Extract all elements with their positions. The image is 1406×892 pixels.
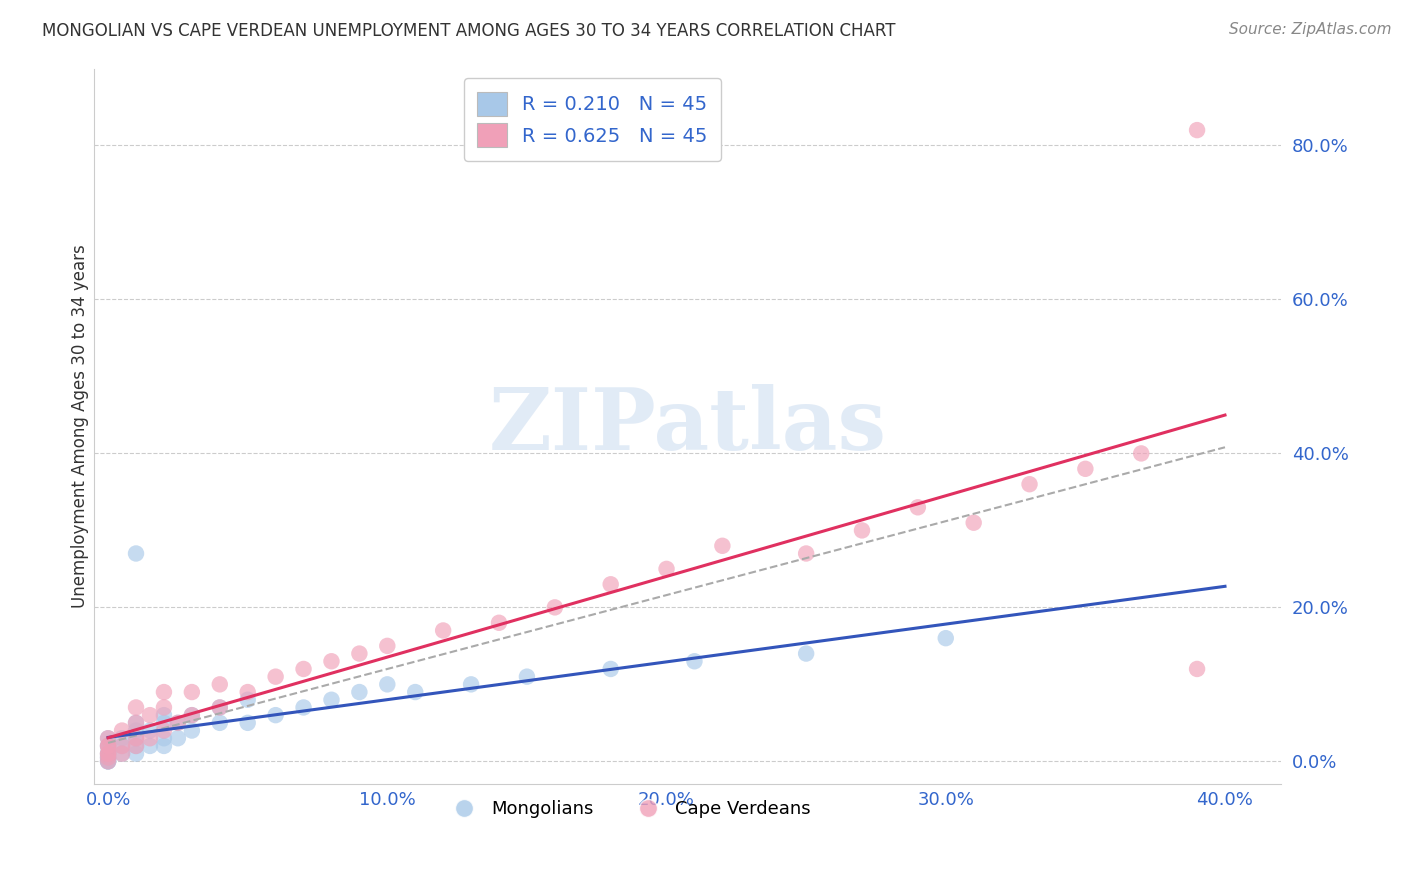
Point — [97, 747, 120, 761]
Point — [139, 731, 162, 746]
Point — [236, 692, 259, 706]
Point — [111, 747, 134, 761]
Point — [375, 677, 398, 691]
Point — [125, 731, 148, 746]
Point — [935, 631, 957, 645]
Point — [321, 692, 343, 706]
Point — [488, 615, 510, 630]
Point — [180, 708, 202, 723]
Point — [125, 739, 148, 753]
Point — [208, 677, 231, 691]
Point — [97, 731, 120, 746]
Point — [111, 723, 134, 738]
Point — [97, 750, 120, 764]
Point — [599, 577, 621, 591]
Point — [208, 715, 231, 730]
Point — [97, 747, 120, 761]
Point — [851, 524, 873, 538]
Point — [97, 747, 120, 761]
Point — [404, 685, 426, 699]
Y-axis label: Unemployment Among Ages 30 to 34 years: Unemployment Among Ages 30 to 34 years — [72, 244, 89, 608]
Point — [208, 700, 231, 714]
Point — [97, 755, 120, 769]
Legend: Mongolians, Cape Verdeans: Mongolians, Cape Verdeans — [439, 793, 817, 825]
Point — [375, 639, 398, 653]
Point — [655, 562, 678, 576]
Point — [349, 647, 371, 661]
Point — [1018, 477, 1040, 491]
Text: Source: ZipAtlas.com: Source: ZipAtlas.com — [1229, 22, 1392, 37]
Point — [111, 739, 134, 753]
Point — [97, 739, 120, 753]
Point — [180, 685, 202, 699]
Point — [111, 747, 134, 761]
Point — [180, 723, 202, 738]
Point — [794, 647, 817, 661]
Point — [125, 715, 148, 730]
Point — [111, 739, 134, 753]
Text: ZIPatlas: ZIPatlas — [488, 384, 886, 468]
Point — [1130, 446, 1153, 460]
Point — [236, 715, 259, 730]
Point — [264, 708, 287, 723]
Point — [167, 715, 190, 730]
Point — [236, 685, 259, 699]
Point — [125, 547, 148, 561]
Point — [544, 600, 567, 615]
Point — [1185, 123, 1208, 137]
Point — [963, 516, 986, 530]
Point — [1185, 662, 1208, 676]
Point — [97, 731, 120, 746]
Point — [907, 500, 929, 515]
Point — [516, 670, 538, 684]
Point — [292, 700, 315, 714]
Point — [1074, 462, 1097, 476]
Point — [153, 700, 176, 714]
Text: MONGOLIAN VS CAPE VERDEAN UNEMPLOYMENT AMONG AGES 30 TO 34 YEARS CORRELATION CHA: MONGOLIAN VS CAPE VERDEAN UNEMPLOYMENT A… — [42, 22, 896, 40]
Point — [460, 677, 482, 691]
Point — [111, 731, 134, 746]
Point — [97, 747, 120, 761]
Point — [153, 708, 176, 723]
Point — [125, 739, 148, 753]
Point — [208, 700, 231, 714]
Point — [139, 723, 162, 738]
Point — [153, 685, 176, 699]
Point — [153, 739, 176, 753]
Point — [180, 708, 202, 723]
Point — [139, 708, 162, 723]
Point — [97, 755, 120, 769]
Point — [125, 723, 148, 738]
Point — [97, 739, 120, 753]
Point — [125, 747, 148, 761]
Point — [711, 539, 734, 553]
Point — [125, 731, 148, 746]
Point — [97, 750, 120, 764]
Point — [167, 731, 190, 746]
Point — [349, 685, 371, 699]
Point — [139, 739, 162, 753]
Point — [153, 723, 176, 738]
Point — [125, 715, 148, 730]
Point — [292, 662, 315, 676]
Point — [683, 654, 706, 668]
Point — [97, 739, 120, 753]
Point — [794, 547, 817, 561]
Point — [599, 662, 621, 676]
Point — [125, 700, 148, 714]
Point — [321, 654, 343, 668]
Point — [167, 715, 190, 730]
Point — [153, 731, 176, 746]
Point — [97, 755, 120, 769]
Point — [97, 739, 120, 753]
Point — [153, 715, 176, 730]
Point — [97, 755, 120, 769]
Point — [432, 624, 454, 638]
Point — [97, 750, 120, 764]
Point — [264, 670, 287, 684]
